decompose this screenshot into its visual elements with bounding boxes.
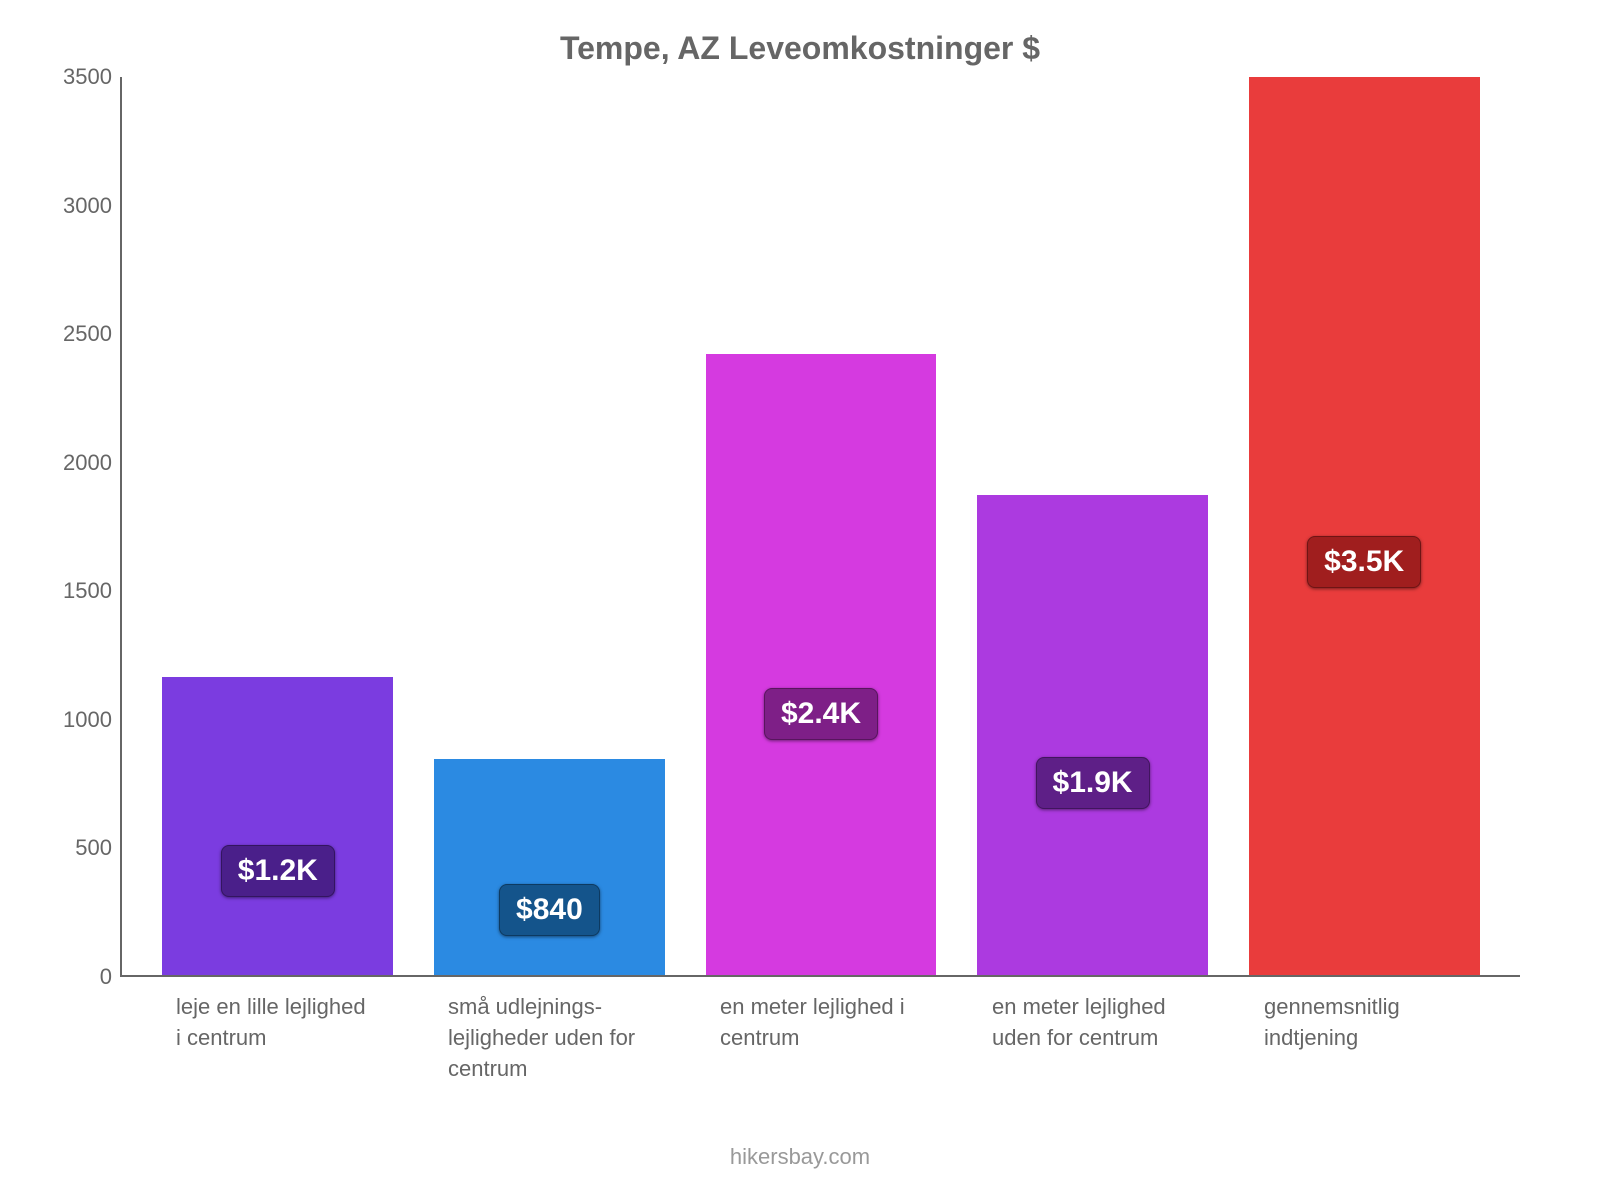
x-tick-label: en meter lejlighed uden for centrum [982,977,1202,1084]
bar: $3.5K [1249,77,1480,975]
bar-slot: $2.4K [685,77,957,975]
x-tick-label: små udlejnings-lejligheder uden for cent… [438,977,658,1084]
bar-value-label: $1.2K [221,845,335,897]
bars-group: $1.2K $840 $2.4K $1.9K $3.5K [122,77,1520,975]
y-tick-label: 2000 [52,450,112,476]
y-tick-label: 3500 [52,64,112,90]
bar-slot: $1.9K [957,77,1229,975]
plot-area: $1.2K$840$2.4K$1.9K$3.5K 050010001500200… [120,77,1520,977]
y-tick-label: 2500 [52,321,112,347]
chart-footer: hikersbay.com [40,1144,1560,1170]
x-axis-labels: leje en lille lejlighed i centrum små udl… [120,977,1520,1084]
x-tick-label: en meter lejlighed i centrum [710,977,930,1084]
x-tick-label: leje en lille lejlighed i centrum [166,977,386,1084]
bar-slot: $1.2K [142,77,414,975]
y-tick-label: 0 [52,964,112,990]
x-tick-label: gennemsnitlig indtjening [1254,977,1474,1084]
bar-slot: $840 [414,77,686,975]
bar-slot: $3.5K [1228,77,1500,975]
bar-value-label: $840 [499,884,600,936]
bar: $1.9K [977,495,1208,975]
y-tick-label: 3000 [52,193,112,219]
bar: $2.4K [706,354,937,975]
bar-value-label: $1.9K [1036,757,1150,809]
chart-container: Tempe, AZ Leveomkostninger $ $1.2K $840 $2… [0,0,1600,1200]
bar-value-label: $2.4K [764,688,878,740]
y-tick-label: 500 [52,835,112,861]
y-tick-label: 1000 [52,707,112,733]
bar-value-label: $3.5K [1307,536,1421,588]
chart-title: Tempe, AZ Leveomkostninger $ [40,30,1560,67]
bar: $1.2K [162,677,393,975]
bar: $840 [434,759,665,975]
y-tick-label: 1500 [52,578,112,604]
